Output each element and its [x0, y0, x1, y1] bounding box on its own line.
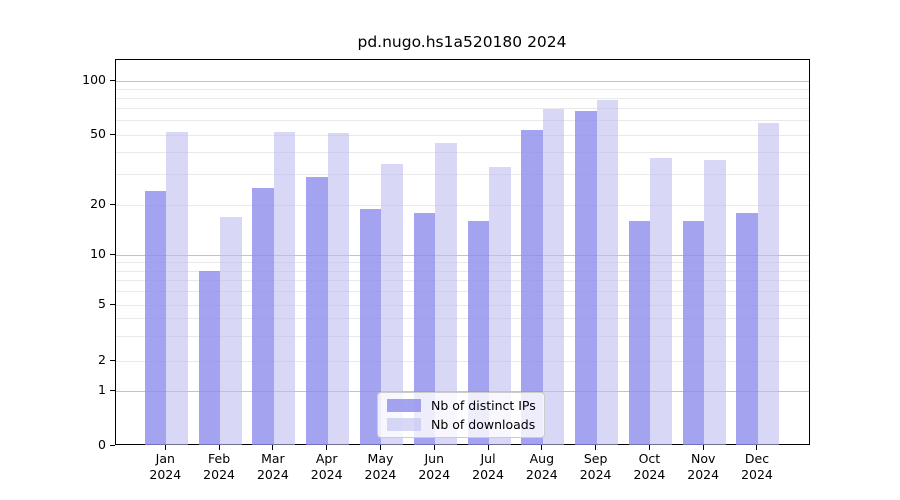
y-tick-mark-50	[110, 133, 115, 135]
legend-swatch-downloads-icon	[387, 418, 421, 431]
x-tick-mark-nov-2024	[702, 445, 704, 450]
bar-downloads-mar-2024	[273, 131, 296, 445]
bar-distinct-ips-dec-2024	[736, 212, 758, 445]
bar-downloads-may-2024	[381, 164, 403, 445]
bar-downloads-aug-2024	[542, 108, 565, 445]
gridline-minor-90	[116, 88, 809, 90]
gridline-minor-2	[116, 360, 809, 362]
x-tick-mark-oct-2024	[648, 445, 650, 450]
x-tick-mark-apr-2024	[326, 445, 328, 450]
y-tick-label-10: 10	[90, 246, 106, 261]
legend: Nb of distinct IPs Nb of downloads	[377, 392, 545, 438]
x-tick-label-nov-2024: Nov 2024	[687, 451, 720, 482]
gridline-minor-70	[116, 108, 809, 110]
y-tick-label-50: 50	[90, 126, 106, 141]
x-tick-label-apr-2024: Apr 2024	[310, 451, 343, 482]
gridline-minor-5	[116, 304, 809, 306]
x-tick-label-jan-2024: Jan 2024	[149, 451, 182, 482]
gridline-major-100	[116, 80, 809, 82]
gridline-major-10	[116, 254, 809, 256]
x-tick-label-mar-2024: Mar 2024	[256, 451, 289, 482]
bar-distinct-ips-aug-2024	[521, 130, 543, 445]
bar-downloads-oct-2024	[650, 158, 672, 445]
gridline-minor-50	[116, 134, 809, 136]
x-tick-mark-aug-2024	[541, 445, 543, 450]
bar-distinct-ips-feb-2024	[198, 271, 221, 445]
bar-distinct-ips-may-2024	[359, 208, 382, 445]
y-tick-mark-100	[110, 79, 115, 81]
x-tick-mark-sep-2024	[595, 445, 597, 450]
gridline-minor-3	[116, 335, 809, 337]
x-tick-label-jun-2024: Jun 2024	[418, 451, 451, 482]
gridline-minor-30	[116, 173, 809, 175]
gridline-minor-20	[116, 204, 809, 206]
legend-swatch-distinct-ips-icon	[387, 399, 421, 412]
bar-distinct-ips-jul-2024	[467, 221, 490, 445]
bar-distinct-ips-mar-2024	[252, 187, 274, 445]
bar-downloads-dec-2024	[757, 123, 780, 445]
gridline-minor-4	[116, 318, 809, 320]
bar-distinct-ips-jan-2024	[144, 191, 167, 445]
y-tick-mark-10	[110, 253, 115, 255]
y-tick-mark-0	[110, 444, 115, 446]
y-tick-label-1: 1	[98, 382, 106, 397]
bar-downloads-jun-2024	[435, 143, 457, 445]
gridline-major-1	[116, 390, 809, 392]
y-tick-mark-1	[110, 389, 115, 391]
bar-downloads-nov-2024	[704, 160, 726, 445]
x-tick-label-oct-2024: Oct 2024	[633, 451, 666, 482]
gridline-minor-9	[116, 262, 809, 264]
bar-distinct-ips-sep-2024	[575, 111, 597, 445]
x-tick-mark-jun-2024	[433, 445, 435, 450]
y-tick-label-20: 20	[90, 196, 106, 211]
x-tick-label-dec-2024: Dec 2024	[741, 451, 773, 482]
gridline-minor-8	[116, 270, 809, 272]
bar-distinct-ips-apr-2024	[306, 176, 328, 445]
bar-distinct-ips-jun-2024	[413, 212, 436, 445]
plot-area	[115, 59, 810, 445]
gridline-minor-60	[116, 120, 809, 122]
bar-distinct-ips-oct-2024	[628, 221, 651, 445]
y-tick-label-0: 0	[98, 437, 106, 452]
legend-label-downloads: Nb of downloads	[431, 416, 536, 432]
x-tick-mark-jan-2024	[164, 445, 166, 450]
x-tick-label-feb-2024: Feb 2024	[203, 451, 235, 482]
y-tick-label-5: 5	[98, 296, 106, 311]
y-tick-label-2: 2	[98, 352, 106, 367]
x-tick-mark-mar-2024	[272, 445, 274, 450]
x-tick-label-jul-2024: Jul 2024	[472, 451, 504, 482]
y-tick-mark-20	[110, 203, 115, 205]
gridline-minor-7	[116, 280, 809, 282]
bar-downloads-jul-2024	[489, 166, 511, 445]
legend-item-distinct-ips: Nb of distinct IPs	[387, 398, 538, 414]
x-tick-label-aug-2024: Aug 2024	[525, 451, 558, 482]
x-tick-mark-may-2024	[379, 445, 381, 450]
bar-downloads-feb-2024	[220, 216, 242, 445]
x-tick-mark-jul-2024	[487, 445, 489, 450]
y-tick-mark-2	[110, 359, 115, 361]
legend-item-downloads: Nb of downloads	[387, 417, 538, 433]
bar-downloads-jan-2024	[166, 131, 188, 445]
bar-distinct-ips-nov-2024	[682, 221, 705, 445]
x-tick-mark-dec-2024	[756, 445, 758, 450]
x-tick-mark-feb-2024	[218, 445, 220, 450]
bar-downloads-sep-2024	[596, 100, 619, 445]
x-tick-label-sep-2024: Sep 2024	[579, 451, 612, 482]
gridline-minor-40	[116, 151, 809, 153]
bar-downloads-apr-2024	[327, 133, 350, 445]
y-tick-mark-5	[110, 303, 115, 305]
x-tick-label-may-2024: May 2024	[364, 451, 397, 482]
y-tick-label-100: 100	[82, 72, 106, 87]
gridline-minor-6	[116, 291, 809, 293]
chart-title: pd.nugo.hs1a520180 2024	[357, 33, 567, 51]
legend-label-distinct-ips: Nb of distinct IPs	[431, 397, 536, 413]
gridline-minor-80	[116, 97, 809, 99]
